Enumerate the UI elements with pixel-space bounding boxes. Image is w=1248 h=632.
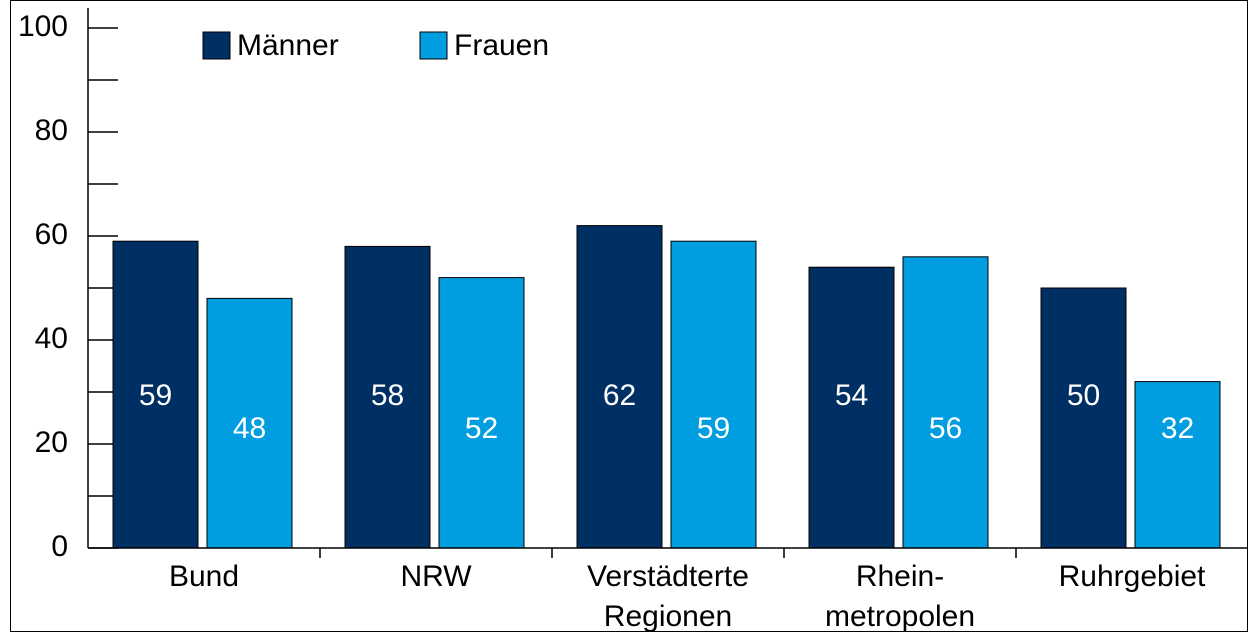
value-label: 52 xyxy=(465,412,498,445)
value-label: 56 xyxy=(929,412,962,445)
legend-label: Frauen xyxy=(454,29,549,62)
value-label: 59 xyxy=(697,412,730,445)
bar xyxy=(670,240,757,549)
bar xyxy=(112,240,199,549)
value-label: 54 xyxy=(835,379,868,412)
x-tick-label: NRW xyxy=(400,560,472,593)
bar xyxy=(1134,381,1221,549)
value-label: 58 xyxy=(371,379,404,412)
y-tick-label: 0 xyxy=(51,530,68,563)
bar xyxy=(206,297,293,549)
legend-label: Männer xyxy=(237,29,339,62)
x-tick-label: Verstädterte xyxy=(587,560,749,593)
value-label: 59 xyxy=(139,379,172,412)
y-tick-label: 80 xyxy=(35,114,68,147)
legend-swatch xyxy=(419,31,448,60)
y-tick-label: 100 xyxy=(18,10,68,43)
value-label: 32 xyxy=(1161,412,1194,445)
legend-swatch xyxy=(202,31,231,60)
bar xyxy=(1040,287,1127,549)
y-tick-label: 40 xyxy=(35,322,68,355)
y-tick-label: 60 xyxy=(35,218,68,251)
x-tick-label: Rhein- xyxy=(856,560,944,593)
y-tick-label: 20 xyxy=(35,426,68,459)
x-tick-label: metropolen xyxy=(825,600,975,632)
value-label: 48 xyxy=(233,412,266,445)
x-tick-label: Regionen xyxy=(604,600,732,632)
value-label: 62 xyxy=(603,379,636,412)
x-tick-label: Ruhrgebiet xyxy=(1059,560,1206,593)
bar xyxy=(576,225,663,549)
bar xyxy=(902,256,989,549)
bar xyxy=(808,266,895,549)
value-label: 50 xyxy=(1067,379,1100,412)
x-tick-label: Bund xyxy=(169,560,239,593)
